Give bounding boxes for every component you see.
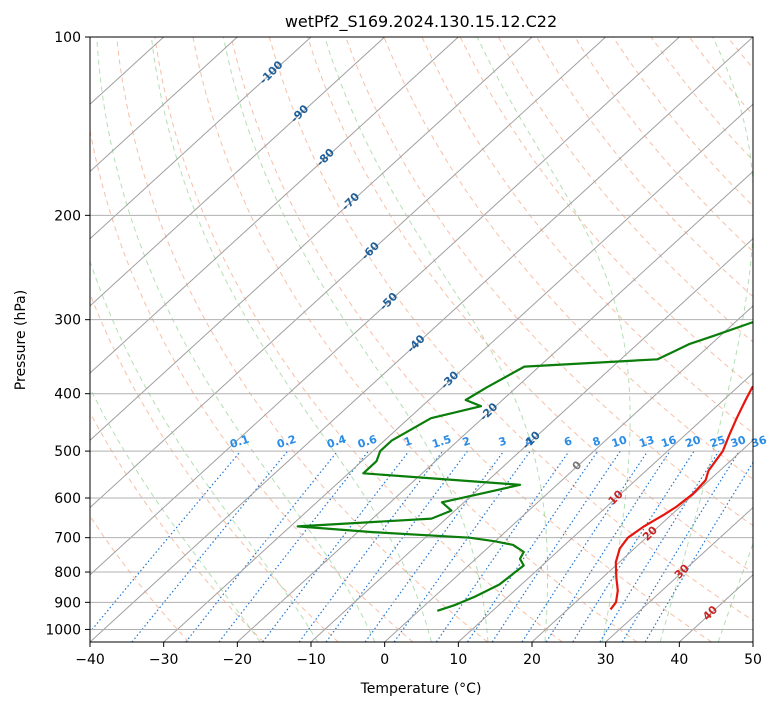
mixing-ratio-label: 2 xyxy=(461,434,472,449)
isotherm xyxy=(90,37,386,307)
y-axis-label: Pressure (hPa) xyxy=(13,290,29,390)
y-axis: 100 200 300 400 500 600 700 800 900 1000 xyxy=(45,30,90,638)
mixing-ratio-label: 6 xyxy=(562,434,574,449)
x-tick-label: 30 xyxy=(597,652,615,668)
y-tick-label: 500 xyxy=(54,444,81,460)
y-tick-label: 300 xyxy=(54,313,81,329)
mixing-ratio-label: 30 xyxy=(729,433,748,450)
dry-adiabat xyxy=(116,37,488,642)
x-tick-label: 0 xyxy=(380,652,389,668)
x-tick-label: 20 xyxy=(523,652,541,668)
mixing-ratio-label: 25 xyxy=(708,433,727,450)
mixing-ratio-label: 1.5 xyxy=(430,433,453,451)
x-tick-label: −10 xyxy=(296,652,326,668)
profile-lines xyxy=(296,320,753,612)
y-tick-label: 700 xyxy=(54,531,81,547)
mixing-ratio-label: 0.1 xyxy=(228,433,251,451)
grid-lines xyxy=(90,37,753,642)
mixing-ratio-label: 0.2 xyxy=(275,433,298,451)
dewpoint-line xyxy=(296,320,753,612)
mixing-ratio-line xyxy=(621,450,740,642)
mixing-ratio-line xyxy=(491,450,621,642)
dry-adiabat xyxy=(307,37,753,574)
temperature-line xyxy=(609,385,753,611)
x-tick-label: 50 xyxy=(744,652,762,668)
dry-adiabat xyxy=(497,37,753,343)
isotherm xyxy=(310,237,753,642)
moist-adiabat xyxy=(96,37,376,642)
mixing-ratio-label: 4 xyxy=(524,434,536,449)
x-tick-label: 10 xyxy=(449,652,467,668)
isotherm xyxy=(90,37,753,642)
mixing-ratio-line xyxy=(435,450,570,642)
isotherm xyxy=(457,372,753,642)
mixing-ratio-line xyxy=(545,450,671,642)
moist-adiabat xyxy=(90,259,319,642)
mixing-ratio-line xyxy=(185,450,339,642)
dry-adiabat xyxy=(90,292,339,642)
isotherm xyxy=(90,37,238,173)
mixing-ratio-line xyxy=(131,450,289,642)
x-tick-label: −40 xyxy=(75,652,105,668)
plot-frame xyxy=(89,36,754,643)
mixing-ratio-line xyxy=(364,450,505,642)
x-axis-label: Temperature (°C) xyxy=(360,681,482,697)
dry-adiabat xyxy=(154,37,563,642)
dry-adiabat xyxy=(459,37,753,389)
mixing-ratio-label: 10 xyxy=(610,433,629,450)
isotherm xyxy=(605,506,753,642)
mixing-ratio-label: 36 xyxy=(750,433,769,450)
isotherm xyxy=(531,439,753,642)
isotherm xyxy=(163,103,753,642)
y-tick-label: 400 xyxy=(54,387,81,403)
isotherm xyxy=(90,37,607,509)
mixing-ratio-line xyxy=(298,450,444,642)
moist-adiabat xyxy=(324,37,549,642)
moist-adiabat xyxy=(659,37,753,642)
y-tick-label: 200 xyxy=(54,208,81,224)
dry-adiabat xyxy=(90,515,190,642)
y-tick-label: 1000 xyxy=(45,622,81,638)
y-tick-label: 100 xyxy=(54,30,81,46)
x-tick-label: −20 xyxy=(223,652,253,668)
chart-title: wetPf2_S169.2024.130.15.12.C22 xyxy=(285,12,557,32)
y-tick-label: 600 xyxy=(54,491,81,507)
mixing-ratio-label: 20 xyxy=(684,433,703,450)
mixing-ratio-label: 8 xyxy=(591,434,602,449)
moist-adiabat xyxy=(150,37,432,642)
isotherm xyxy=(90,37,680,576)
mixing-ratio-line xyxy=(262,450,410,642)
mixing-ratio-label: 0.4 xyxy=(325,432,348,450)
y-tick-label: 900 xyxy=(54,595,81,611)
mixing-ratio-label: 1 xyxy=(402,434,413,449)
mixing-ratio-line xyxy=(572,450,695,642)
y-tick-label: 800 xyxy=(54,565,81,581)
dry-adiabat xyxy=(268,37,753,622)
mixing-ratio-line xyxy=(90,450,242,633)
moist-adiabat xyxy=(476,37,631,642)
mixing-ratio-line xyxy=(521,450,649,642)
isotherm xyxy=(90,37,312,240)
mixing-ratio-label: 16 xyxy=(660,433,679,450)
mixing-ratio-label: 0.6 xyxy=(356,432,379,450)
isotherm xyxy=(236,170,753,642)
moist-adiabat xyxy=(90,387,261,642)
mixing-ratio-label: 3 xyxy=(497,434,508,449)
mixing-ratio-label: 13 xyxy=(637,433,656,450)
x-tick-label: 40 xyxy=(670,652,688,668)
mixing-ratio-line xyxy=(466,450,599,642)
mixing-ratio-line xyxy=(325,450,468,642)
dry-adiabat xyxy=(90,411,264,642)
isotherm xyxy=(90,37,533,442)
x-tick-label: −30 xyxy=(149,652,179,668)
isotherm xyxy=(90,37,459,374)
dry-adiabat xyxy=(192,37,638,642)
x-axis: −40 −30 −20 −10 0 10 20 30 40 50 xyxy=(75,642,762,668)
